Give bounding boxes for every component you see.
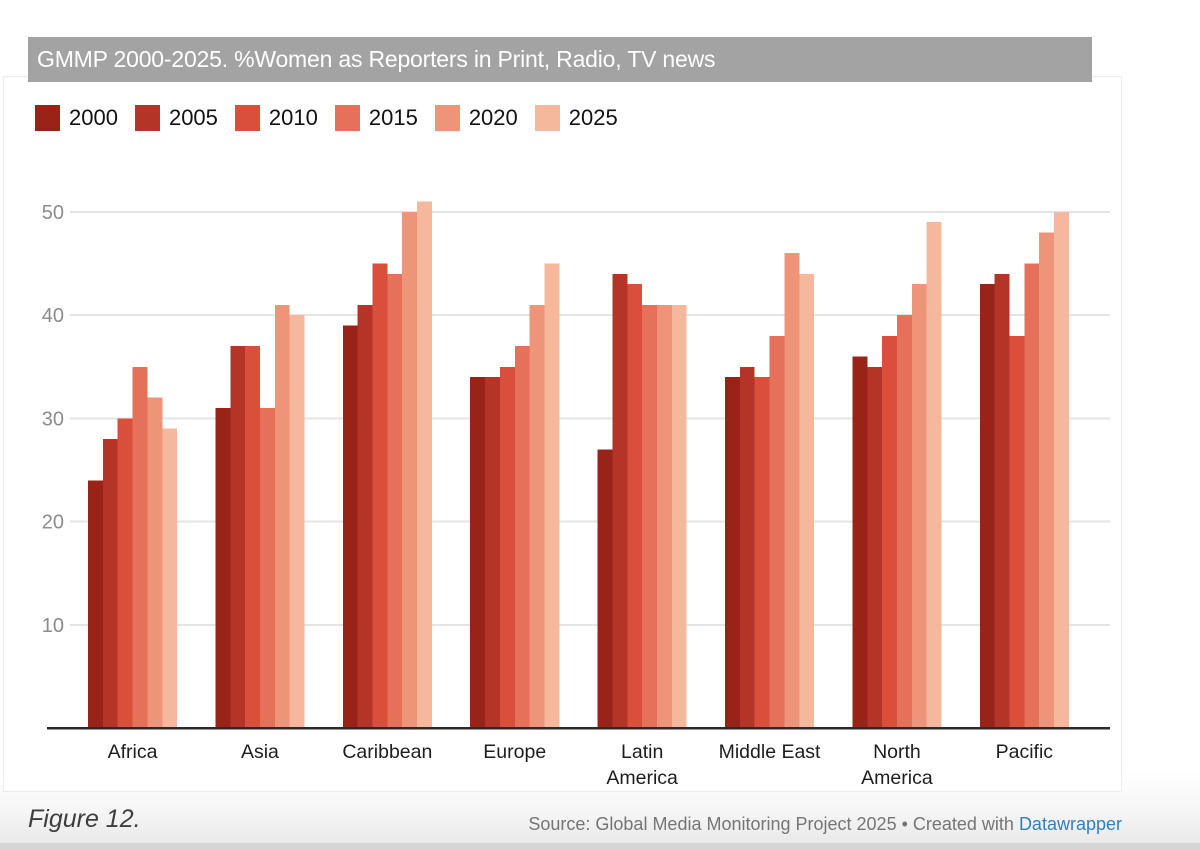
source-line: Source: Global Media Monitoring Project … xyxy=(528,814,1122,835)
bar-europe-2015 xyxy=(514,346,530,729)
bar-europe-2025 xyxy=(544,263,560,729)
y-tick-label-10: 10 xyxy=(42,615,64,637)
bar-africa-2020 xyxy=(147,397,163,729)
bar-asia-2000 xyxy=(215,408,231,729)
x-axis-label-caribbean: Caribbean xyxy=(342,741,432,763)
legend-label-2000: 2000 xyxy=(69,105,118,130)
bar-caribbean-2010 xyxy=(372,263,388,729)
x-axis-label-latin-america: Latin America xyxy=(606,741,678,789)
legend-label-2010: 2010 xyxy=(268,105,318,130)
x-axis-label-europe: Europe xyxy=(483,741,546,763)
bar-caribbean-2020 xyxy=(402,211,418,729)
legend-item-2025: 2025 xyxy=(534,105,618,131)
y-tick-label-40: 40 xyxy=(42,305,64,327)
bar-pacific-2005 xyxy=(994,273,1010,729)
x-axis-label-africa: Africa xyxy=(108,741,158,763)
legend-item-2020: 2020 xyxy=(434,105,518,131)
bar-north-america-2005 xyxy=(867,366,883,729)
bar-middle-east-2025 xyxy=(799,273,815,729)
legend-item-2005: 2005 xyxy=(134,105,218,131)
x-axis-label-asia: Asia xyxy=(241,741,279,763)
legend-swatch-2015 xyxy=(334,105,360,131)
datawrapper-link[interactable]: Datawrapper xyxy=(1018,814,1122,834)
bar-north-america-2015 xyxy=(896,315,912,729)
legend-label-2005: 2005 xyxy=(168,105,218,130)
bar-asia-2020 xyxy=(274,304,290,729)
bar-north-america-2025 xyxy=(926,222,942,729)
bar-africa-2000 xyxy=(88,480,103,729)
bar-africa-2010 xyxy=(117,418,133,729)
x-axis-label-pacific: Pacific xyxy=(996,741,1054,763)
source-text: Source: Global Media Monitoring Project … xyxy=(528,814,1019,834)
bar-africa-2015 xyxy=(132,366,148,729)
legend-swatch-2020 xyxy=(434,105,460,131)
bar-pacific-2025 xyxy=(1054,211,1069,729)
bar-latin-america-2000 xyxy=(597,449,613,729)
bar-latin-america-2005 xyxy=(612,273,628,729)
bar-asia-2010 xyxy=(245,346,260,729)
figure-caption: Figure 12. xyxy=(28,805,141,833)
page-bottom-strip xyxy=(0,843,1200,850)
bar-middle-east-2020 xyxy=(784,253,800,729)
bar-europe-2005 xyxy=(485,377,500,729)
bar-pacific-2015 xyxy=(1024,263,1040,729)
bar-africa-2005 xyxy=(102,439,118,729)
bar-latin-america-2025 xyxy=(671,304,687,729)
bar-latin-america-2020 xyxy=(657,304,672,729)
bar-middle-east-2005 xyxy=(739,366,755,729)
legend-label-2020: 2020 xyxy=(468,105,518,130)
bar-middle-east-2010 xyxy=(754,377,770,729)
bar-africa-2025 xyxy=(162,428,178,729)
bar-europe-2010 xyxy=(499,366,515,729)
bar-pacific-2020 xyxy=(1039,232,1055,729)
legend-label-2015: 2015 xyxy=(368,105,418,130)
y-tick-label-20: 20 xyxy=(42,512,64,534)
chart-title: GMMP 2000-2025. %Women as Reporters in P… xyxy=(37,46,716,72)
bar-pacific-2010 xyxy=(1009,335,1025,729)
x-axis-label-middle-east: Middle East xyxy=(719,741,821,763)
bar-north-america-2020 xyxy=(911,284,927,729)
bar-latin-america-2010 xyxy=(627,284,643,729)
y-tick-label-30: 30 xyxy=(42,408,64,430)
legend-item-2010: 2010 xyxy=(234,105,318,131)
bar-middle-east-2015 xyxy=(769,335,785,729)
bar-asia-2025 xyxy=(289,315,305,729)
chart-title-banner: GMMP 2000-2025. %Women as Reporters in P… xyxy=(28,37,1092,82)
bar-middle-east-2000 xyxy=(725,377,740,729)
legend-swatch-2005 xyxy=(134,105,160,131)
legend-label-2025: 2025 xyxy=(568,105,618,130)
legend-swatch-2010 xyxy=(234,105,260,131)
bar-caribbean-2025 xyxy=(417,201,432,729)
bar-asia-2015 xyxy=(259,408,275,729)
bar-latin-america-2015 xyxy=(642,304,657,729)
legend-swatch-2000 xyxy=(35,105,60,131)
legend-item-2000: 2000 xyxy=(35,105,118,131)
bar-europe-2000 xyxy=(470,377,486,729)
bar-pacific-2000 xyxy=(979,284,995,729)
legend-swatch-2025 xyxy=(534,105,560,131)
bar-north-america-2010 xyxy=(882,335,897,729)
y-tick-label-50: 50 xyxy=(42,202,64,224)
bar-caribbean-2005 xyxy=(357,304,373,729)
legend-item-2015: 2015 xyxy=(334,105,418,131)
x-axis-label-north-america: North America xyxy=(861,741,933,789)
bar-north-america-2000 xyxy=(852,356,868,729)
chart-legend: 2000 2005 2010 2015 2020 2025 xyxy=(35,104,618,132)
bar-caribbean-2000 xyxy=(342,325,358,729)
bar-asia-2005 xyxy=(230,346,246,729)
bar-europe-2020 xyxy=(529,304,545,729)
bar-caribbean-2015 xyxy=(387,273,403,729)
